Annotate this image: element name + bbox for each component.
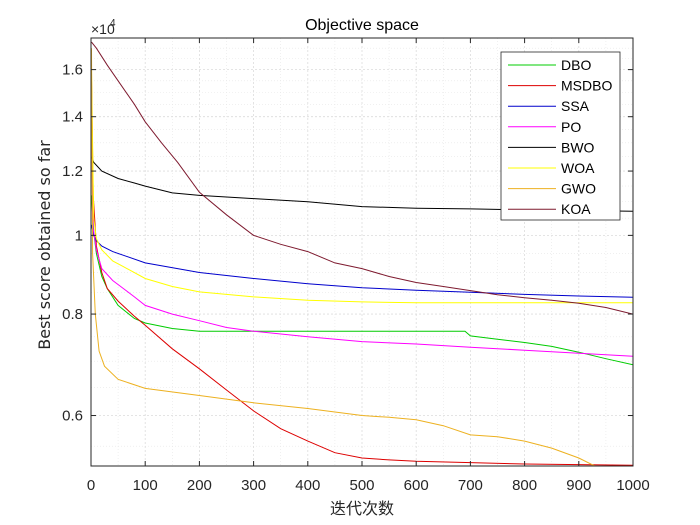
x-tick-label: 400 bbox=[295, 477, 320, 494]
legend-label-koa: KOA bbox=[561, 201, 591, 217]
x-tick-label: 700 bbox=[458, 477, 483, 494]
legend-label-bwo: BWO bbox=[561, 139, 595, 155]
legend-box bbox=[500, 51, 621, 221]
series-line-po bbox=[91, 121, 633, 357]
x-axis-label: 迭代次数 bbox=[330, 499, 394, 518]
legend-label-msdbo: MSDBO bbox=[561, 78, 612, 94]
legend-label-ssa: SSA bbox=[561, 98, 590, 114]
y-tick-label: 0.6 bbox=[62, 408, 83, 425]
legend-entries: DBO MSDBO SSA PO BWO WOA GWO KOA bbox=[508, 57, 612, 217]
x-tick-label: 900 bbox=[566, 477, 591, 494]
legend-label-dbo: DBO bbox=[561, 57, 591, 73]
x-tick-label: 100 bbox=[133, 477, 158, 494]
chart-title: Objective space bbox=[305, 17, 419, 34]
legend-label-gwo: GWO bbox=[561, 181, 596, 197]
y-tick-labels: 0.6 0.8 1 1.2 1.4 1.6 bbox=[62, 62, 83, 425]
series-line-woa bbox=[91, 69, 633, 304]
legend: DBO MSDBO SSA PO BWO WOA GWO KOA bbox=[500, 51, 621, 221]
tick-marks bbox=[90, 38, 634, 466]
y-tick-label: 1.4 bbox=[62, 109, 83, 126]
x-tick-label: 200 bbox=[187, 477, 212, 494]
series-layer bbox=[91, 41, 633, 466]
x-tick-label: 500 bbox=[349, 477, 374, 494]
y-tick-label: 1.2 bbox=[62, 163, 83, 180]
x-tick-label: 0 bbox=[87, 477, 95, 494]
y-tick-label: 0.8 bbox=[62, 306, 83, 323]
x-tick-label: 1000 bbox=[616, 477, 649, 494]
legend-label-woa: WOA bbox=[561, 160, 595, 176]
x-tick-label: 600 bbox=[404, 477, 429, 494]
y-axis-label: Best score obtained so far bbox=[35, 140, 54, 350]
y-tick-label: 1 bbox=[75, 227, 83, 244]
series-line-bwo bbox=[91, 156, 633, 212]
series-line-gwo bbox=[91, 48, 596, 466]
x-tick-labels: 0 100 200 300 400 500 600 700 800 900 1000 bbox=[87, 477, 650, 494]
y-tick-label: 1.6 bbox=[62, 62, 83, 79]
x-tick-label: 800 bbox=[512, 477, 537, 494]
legend-label-po: PO bbox=[561, 119, 581, 135]
series-line-msdbo bbox=[91, 80, 633, 466]
y-multiplier-exponent: 4 bbox=[110, 18, 116, 29]
series-line-koa bbox=[91, 41, 633, 315]
x-tick-label: 300 bbox=[241, 477, 266, 494]
y-multiplier-label: ×10 bbox=[91, 21, 115, 37]
series-line-dbo bbox=[91, 195, 633, 366]
